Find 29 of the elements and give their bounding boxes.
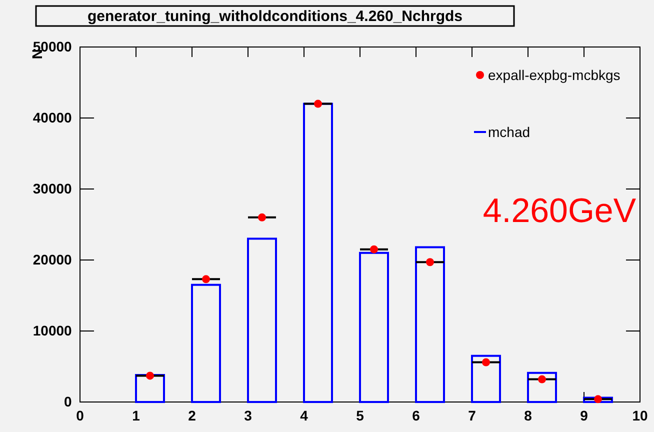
x-tick-label: 9 xyxy=(580,407,588,424)
legend-label: mchad xyxy=(488,124,530,140)
point xyxy=(146,372,154,380)
chart-title: generator_tuning_witholdconditions_4.260_Nchrgds xyxy=(87,8,463,25)
y-tick-label: 10000 xyxy=(32,322,72,338)
point xyxy=(258,213,266,222)
point xyxy=(426,258,434,266)
point xyxy=(370,245,378,254)
x-tick-label: 6 xyxy=(412,407,420,424)
y-tick-label: 40000 xyxy=(32,109,72,126)
x-tick-label: 7 xyxy=(468,407,476,424)
x-tick-label: 8 xyxy=(524,407,532,424)
point xyxy=(314,100,322,108)
x-tick-label: 0 xyxy=(76,407,84,424)
x-tick-label: 5 xyxy=(356,407,364,424)
y-tick-label: 0 xyxy=(64,393,72,410)
point xyxy=(202,275,210,284)
y-tick-label: 20000 xyxy=(32,251,72,268)
x-tick-label: 1 xyxy=(132,407,140,424)
point xyxy=(594,395,602,404)
point xyxy=(482,358,490,366)
x-tick-label: 2 xyxy=(188,407,196,424)
x-tick-label: 3 xyxy=(244,407,252,424)
point xyxy=(538,375,546,384)
annotation: 4.260GeV xyxy=(482,192,636,230)
legend-label: expall-expbg-mcbkgs xyxy=(488,67,620,83)
y-tick-label: 30000 xyxy=(32,180,72,196)
x-tick-label: 10 xyxy=(632,407,648,424)
x-tick-label: 4 xyxy=(300,407,308,424)
